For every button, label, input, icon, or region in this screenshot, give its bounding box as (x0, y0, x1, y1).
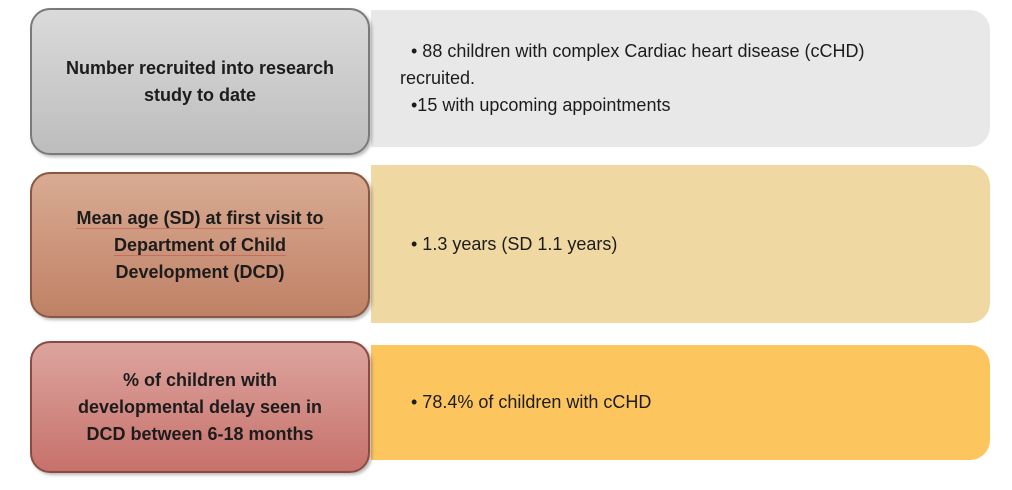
label-box-recruitment: Number recruited into research study to d… (30, 8, 370, 155)
content-box-developmental-delay: • 78.4% of children with cCHD (371, 345, 990, 460)
bullet-list-mean-age: • 1.3 years (SD 1.1 years) (411, 233, 618, 254)
label-box-developmental-delay: % of children with developmental delay se… (30, 341, 370, 473)
label-box-mean-age: Mean age (SD) at first visit to Departmen… (30, 172, 370, 318)
bullet-list-developmental-delay: • 78.4% of children with cCHD (411, 392, 652, 412)
content-box-recruitment: • 88 children with complex Cardiac heart… (371, 10, 990, 147)
label-text-developmental-delay: % of children with developmental delay se… (77, 369, 323, 444)
label-text-mean-age: Mean age (SD) at first visit to Departmen… (76, 207, 324, 282)
content-box-mean-age: • 1.3 years (SD 1.1 years) (371, 165, 990, 323)
bullet-list-recruitment: • 88 children with complex Cardiac heart… (400, 41, 865, 115)
label-text-recruitment: Number recruited into research study to d… (65, 57, 335, 105)
